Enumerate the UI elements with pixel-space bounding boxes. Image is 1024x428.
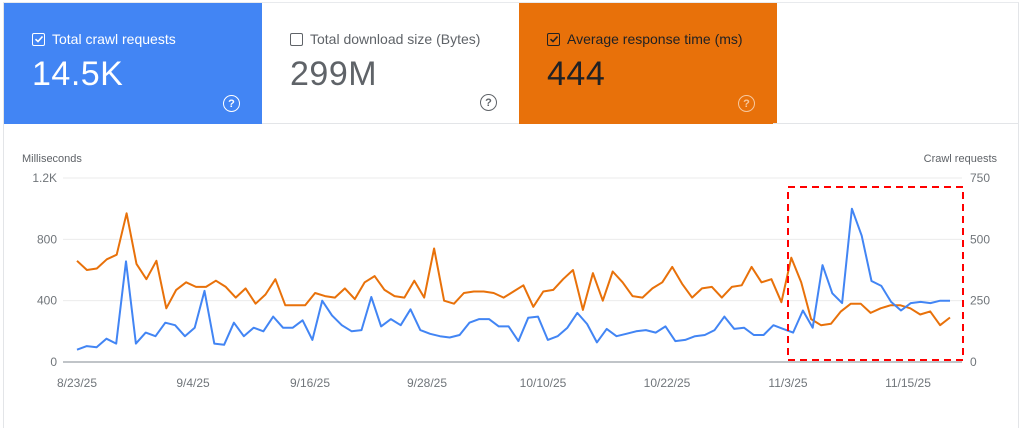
- help-icon[interactable]: ?: [223, 95, 240, 112]
- metric-card-total-crawl-requests[interactable]: Total crawl requests 14.5K ?: [4, 3, 262, 124]
- x-axis-tick: 10/10/25: [520, 376, 567, 390]
- metric-card-total-download-size[interactable]: Total download size (Bytes) 299M ?: [262, 3, 519, 124]
- report-frame: [3, 2, 1019, 428]
- checkbox-checked-icon[interactable]: [32, 32, 45, 46]
- chart-svg: Milliseconds Crawl requests 0 0 400 250 800 500…: [22, 153, 998, 390]
- right-axis-tick: 250: [970, 294, 990, 308]
- checkbox-checked-icon[interactable]: [547, 32, 560, 46]
- line-chart: Milliseconds Crawl requests 0 0 400 250 800 500…: [0, 124, 1024, 428]
- metric-label: Total download size (Bytes): [310, 31, 481, 47]
- x-axis-tick: 9/16/25: [290, 376, 330, 390]
- metric-value: 299M: [290, 55, 378, 93]
- right-axis-tick: 500: [970, 232, 990, 246]
- x-axis-tick: 9/28/25: [407, 376, 447, 390]
- metric-label-row: Total download size (Bytes): [290, 31, 519, 47]
- metric-label-row: Total crawl requests: [32, 31, 262, 47]
- left-axis-tick: 800: [37, 232, 57, 246]
- right-axis-tick: 0: [970, 355, 977, 369]
- x-axis-tick: 10/22/25: [644, 376, 691, 390]
- left-axis-tick: 0: [50, 355, 57, 369]
- x-axis-tick: 11/15/25: [885, 376, 931, 390]
- metric-value: 14.5K: [32, 55, 124, 93]
- checkbox-unchecked-icon[interactable]: [290, 32, 303, 46]
- right-axis-tick: 750: [970, 171, 990, 185]
- cards-empty-area: [773, 3, 1018, 124]
- highlight-box: [787, 186, 964, 361]
- left-axis-tick: 1.2K: [32, 171, 57, 185]
- metric-card-average-response-time[interactable]: Average response time (ms) 444 ?: [519, 3, 777, 124]
- response-time-line[interactable]: [76, 212, 951, 327]
- metric-value: 444: [547, 55, 606, 93]
- metric-label: Total crawl requests: [52, 31, 176, 47]
- metric-label: Average response time (ms): [567, 31, 743, 47]
- crawl-requests-line[interactable]: [76, 207, 950, 351]
- left-axis-title: Milliseconds: [22, 153, 82, 165]
- x-axis-tick: 8/23/25: [57, 376, 97, 390]
- help-icon[interactable]: ?: [480, 94, 497, 111]
- x-axis-tick: 11/3/25: [768, 376, 807, 390]
- help-icon[interactable]: ?: [738, 95, 755, 112]
- metric-label-row: Average response time (ms): [547, 31, 777, 47]
- right-axis-title: Crawl requests: [924, 153, 998, 165]
- left-axis-tick: 400: [37, 294, 57, 308]
- x-axis-tick: 9/4/25: [176, 376, 210, 390]
- metric-cards: Total crawl requests 14.5K ? Total downl…: [4, 3, 777, 124]
